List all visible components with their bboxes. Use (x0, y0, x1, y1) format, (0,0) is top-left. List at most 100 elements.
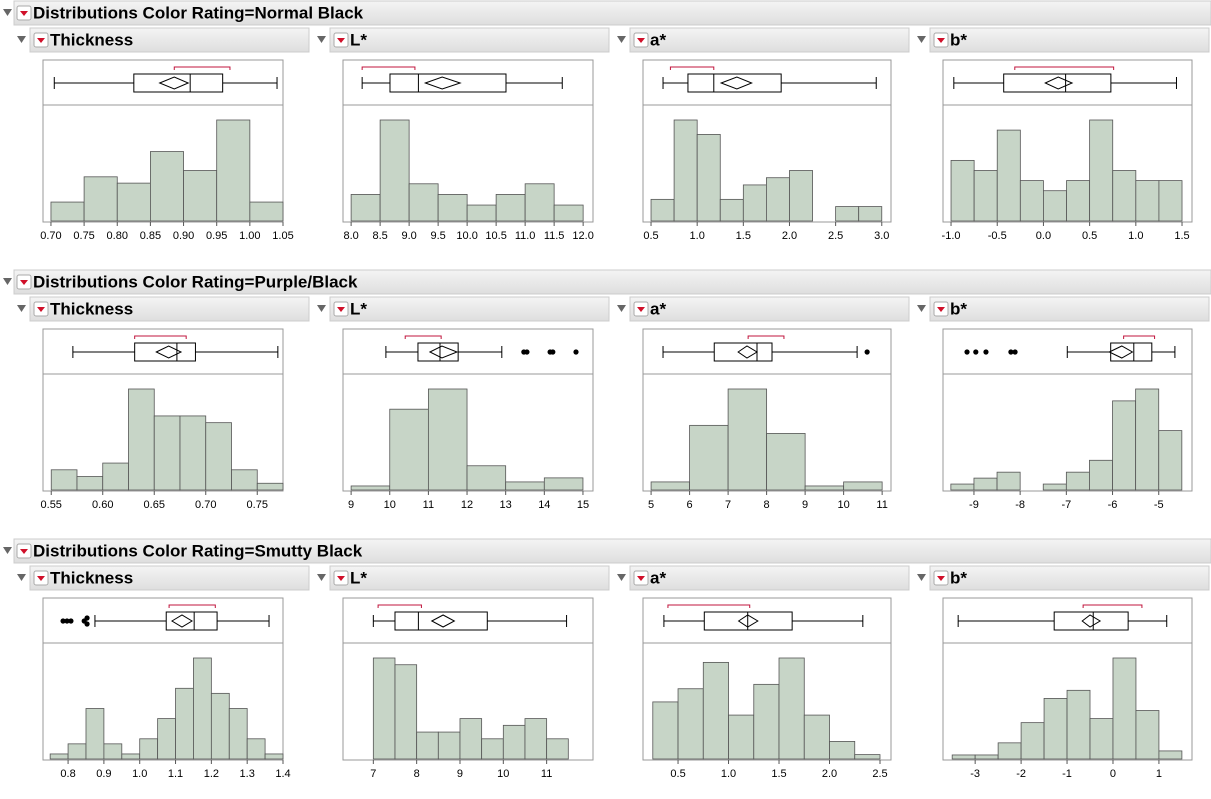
x-tick-label: 8 (764, 499, 770, 511)
bar (379, 119, 410, 222)
bar (1042, 483, 1067, 491)
x-tick-label: 11 (423, 499, 434, 511)
bar (1043, 190, 1067, 222)
x-tick-label: 15 (577, 499, 589, 511)
x-tick-label: 0.70 (195, 499, 216, 511)
bar (157, 718, 176, 760)
bar (829, 741, 856, 760)
disclosure-icon[interactable] (17, 305, 26, 312)
mean-diamond (428, 345, 459, 359)
outlier (964, 349, 970, 355)
disclosure-icon[interactable] (617, 574, 626, 581)
bar (543, 477, 584, 491)
x-tick-label: 2.5 (872, 768, 887, 780)
mean-diamond (1044, 76, 1074, 90)
bar (76, 476, 104, 491)
x-tick-label: 10 (384, 499, 396, 511)
x-tick-label: -3 (970, 768, 980, 780)
disclosure-icon[interactable] (3, 9, 12, 16)
panel-header (29, 296, 310, 322)
menu-icon (37, 307, 45, 312)
x-tick-label: 0.65 (144, 499, 165, 511)
outlier (84, 621, 90, 627)
x-tick-label: 1 (1156, 768, 1162, 780)
disclosure-icon[interactable] (917, 305, 926, 312)
disclosure-icon[interactable] (917, 36, 926, 43)
bar (1019, 180, 1044, 222)
disclosure-icon[interactable] (3, 547, 12, 554)
shortest-half (361, 66, 416, 70)
outlier (60, 618, 66, 624)
bar (103, 743, 123, 760)
bar (973, 477, 998, 491)
bar (524, 183, 555, 222)
bar (727, 388, 768, 491)
x-tick-label: 9 (348, 499, 354, 511)
outlier (550, 349, 556, 355)
x-tick-label: 9.5 (430, 230, 445, 242)
disclosure-icon[interactable] (917, 574, 926, 581)
bar (1158, 430, 1183, 491)
bar (50, 201, 85, 222)
x-tick-label: 0.0 (1036, 230, 1051, 242)
bar (673, 119, 698, 222)
section-title: Distributions Color Rating=Purple/Black (33, 272, 358, 291)
x-tick-label: 0.55 (41, 499, 62, 511)
bar (1020, 722, 1045, 760)
mean-diamond (430, 614, 456, 628)
x-tick-label: 8.0 (343, 230, 358, 242)
disclosure-icon[interactable] (617, 305, 626, 312)
bar (766, 433, 806, 491)
bar (83, 176, 118, 222)
section-header (13, 0, 1211, 26)
x-tick-label: 3.0 (874, 230, 889, 242)
shortest-half (377, 604, 422, 608)
bar (502, 724, 526, 760)
x-tick-label: 0 (1110, 768, 1116, 780)
x-tick-label: 9 (802, 499, 808, 511)
bar (1158, 750, 1183, 760)
bar (256, 482, 284, 491)
bar (139, 738, 159, 760)
menu-icon (37, 38, 45, 43)
x-tick-label: 0.5 (643, 230, 658, 242)
disclosure-icon[interactable] (317, 36, 326, 43)
section-header (13, 538, 1211, 564)
x-tick-label: 2.0 (782, 230, 797, 242)
bar (677, 688, 704, 760)
x-tick-label: 10 (838, 499, 850, 511)
shortest-half (173, 66, 231, 70)
x-tick-label: 13 (500, 499, 512, 511)
disclosure-icon[interactable] (317, 305, 326, 312)
x-tick-label: -8 (1015, 499, 1025, 511)
bar (350, 194, 381, 222)
panel-header (929, 27, 1210, 53)
mean-diamond (1108, 345, 1134, 359)
disclosure-icon[interactable] (17, 574, 26, 581)
bar (778, 657, 805, 760)
menu-icon (20, 280, 28, 285)
x-tick-label: 1.00 (239, 230, 260, 242)
bar (1112, 400, 1137, 491)
disclosure-icon[interactable] (17, 36, 26, 43)
shortest-half (1014, 66, 1115, 70)
bar (950, 159, 975, 222)
disclosure-icon[interactable] (317, 574, 326, 581)
outlier (983, 349, 989, 355)
bar (854, 754, 881, 760)
x-tick-label: 11.0 (515, 230, 536, 242)
x-tick-label: 2.5 (828, 230, 843, 242)
disclosure-icon[interactable] (617, 36, 626, 43)
x-tick-label: 0.75 (73, 230, 94, 242)
menu-icon (937, 576, 945, 581)
mean-diamond (155, 345, 183, 359)
disclosure-icon[interactable] (3, 278, 12, 285)
bar (742, 184, 767, 222)
panel-header (329, 565, 610, 591)
x-tick-label: 6 (687, 499, 693, 511)
menu-icon (337, 38, 345, 43)
x-tick-label: 0.5 (670, 768, 685, 780)
box (417, 342, 459, 362)
